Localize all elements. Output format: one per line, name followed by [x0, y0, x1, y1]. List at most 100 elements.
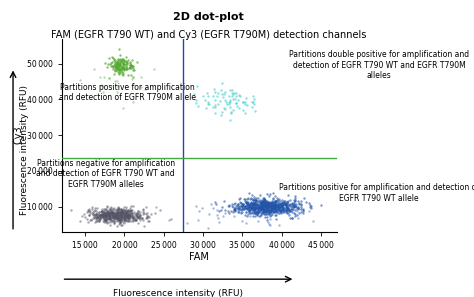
Point: [128, 208, 136, 213]
Point: [97, 217, 104, 222]
Point: [113, 62, 120, 67]
Point: [210, 94, 217, 99]
Point: [104, 211, 112, 216]
Point: [90, 214, 98, 219]
Point: [217, 99, 224, 104]
Point: [274, 202, 282, 207]
Point: [260, 208, 267, 213]
Point: [113, 216, 120, 221]
Point: [117, 214, 125, 219]
Point: [242, 200, 250, 205]
Point: [262, 204, 270, 208]
Point: [241, 111, 248, 116]
Point: [245, 206, 252, 211]
Point: [114, 213, 121, 218]
Point: [196, 209, 203, 214]
Point: [117, 213, 125, 217]
Point: [268, 213, 275, 217]
Point: [286, 208, 294, 212]
Point: [229, 210, 237, 214]
Point: [256, 208, 264, 213]
Point: [213, 212, 220, 217]
Point: [107, 211, 115, 216]
Point: [122, 64, 129, 69]
Point: [252, 198, 260, 202]
Point: [142, 205, 150, 210]
Point: [250, 97, 258, 102]
Point: [101, 212, 109, 217]
Text: Fluorescence intensity (RFU): Fluorescence intensity (RFU): [20, 85, 29, 215]
Point: [258, 210, 266, 214]
Point: [265, 206, 273, 211]
Point: [100, 217, 108, 222]
Point: [261, 200, 268, 205]
Point: [259, 206, 267, 210]
Point: [125, 217, 132, 222]
Point: [241, 197, 248, 202]
Point: [107, 205, 114, 210]
Point: [272, 200, 280, 204]
Point: [263, 215, 270, 220]
Point: [231, 205, 239, 210]
Point: [265, 202, 273, 207]
Point: [194, 104, 202, 108]
Point: [228, 208, 235, 213]
Point: [125, 212, 133, 217]
Point: [109, 214, 117, 218]
Point: [93, 215, 101, 219]
Point: [265, 210, 273, 215]
Point: [268, 206, 276, 210]
Point: [118, 70, 126, 75]
Point: [118, 212, 125, 217]
Point: [91, 213, 99, 218]
Point: [114, 70, 121, 75]
Point: [263, 203, 270, 207]
Point: [100, 214, 107, 219]
Point: [279, 200, 286, 204]
Point: [249, 198, 256, 203]
Point: [288, 204, 295, 209]
Point: [281, 201, 288, 206]
Point: [271, 199, 278, 204]
Point: [117, 64, 124, 69]
Point: [99, 213, 106, 218]
Point: [118, 215, 126, 220]
Point: [110, 221, 118, 226]
Point: [82, 214, 89, 219]
Point: [94, 214, 102, 219]
Point: [121, 208, 129, 213]
Point: [274, 204, 282, 209]
Point: [205, 212, 213, 217]
Point: [98, 215, 105, 220]
Point: [117, 215, 125, 219]
Point: [95, 213, 103, 217]
Point: [101, 214, 109, 218]
Point: [279, 202, 286, 207]
Point: [225, 209, 232, 214]
Point: [305, 209, 313, 214]
Point: [258, 202, 265, 206]
Point: [107, 208, 115, 213]
Point: [249, 204, 256, 209]
Point: [219, 92, 226, 97]
Point: [120, 217, 128, 222]
Point: [105, 212, 112, 217]
Point: [110, 59, 118, 64]
Point: [112, 213, 120, 217]
Point: [102, 212, 109, 217]
Point: [263, 208, 271, 213]
Point: [118, 213, 125, 217]
Point: [133, 210, 141, 215]
Point: [120, 62, 128, 67]
Point: [267, 201, 275, 206]
Point: [257, 214, 264, 218]
Point: [107, 204, 115, 209]
Point: [110, 220, 118, 225]
Point: [258, 200, 265, 205]
Point: [212, 201, 220, 206]
Point: [257, 206, 264, 210]
Point: [114, 211, 121, 215]
Point: [283, 211, 291, 216]
Point: [253, 205, 261, 209]
Point: [133, 218, 140, 223]
